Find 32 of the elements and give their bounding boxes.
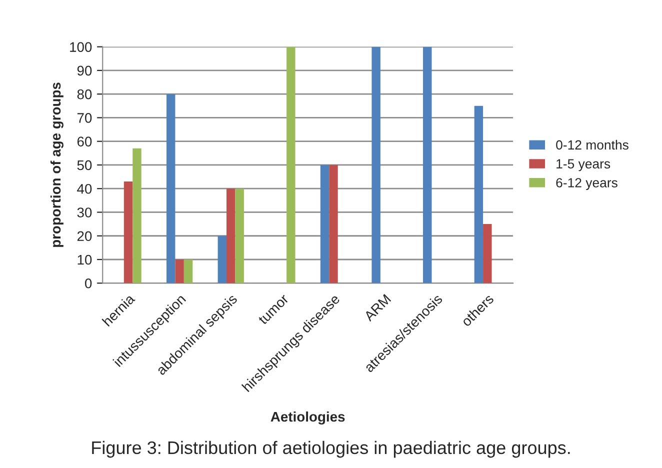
bar (474, 106, 484, 284)
bar (166, 94, 176, 284)
y-axis-title: proportion of age groups (50, 82, 64, 247)
bar (184, 260, 193, 284)
bar (124, 182, 133, 284)
y-tick-label: 60 (77, 136, 92, 147)
y-tick-label: 50 (77, 160, 92, 170)
bar (175, 260, 184, 284)
bar (320, 164, 330, 284)
bar (235, 188, 244, 284)
bar (132, 148, 142, 284)
bar (372, 46, 380, 284)
y-tick-label: 10 (78, 254, 92, 265)
bar (329, 164, 338, 284)
bar (286, 46, 296, 284)
y-tick-label: 30 (77, 208, 92, 218)
y-tick-label: 70 (77, 113, 92, 123)
bar (423, 46, 432, 284)
y-tick-label: 0 (85, 278, 92, 288)
y-tick-label: 100 (70, 42, 92, 52)
y-tick-label: 90 (77, 66, 92, 76)
y-tick-label: 80 (77, 89, 92, 100)
legend-label: 0-12 months (556, 140, 628, 150)
bar (226, 188, 236, 284)
y-tick-label: 20 (77, 231, 92, 242)
bar (483, 224, 492, 284)
legend-label: 6-12 years (556, 178, 618, 190)
x-axis-title: Aetiologies (270, 411, 345, 424)
legend-label: 1-5 years (556, 159, 610, 172)
caption: Figure 3: Distribution of aetiologies in paediatric age groups. (92, 440, 570, 458)
y-tick-label: 40 (77, 184, 92, 194)
bar (218, 236, 227, 284)
